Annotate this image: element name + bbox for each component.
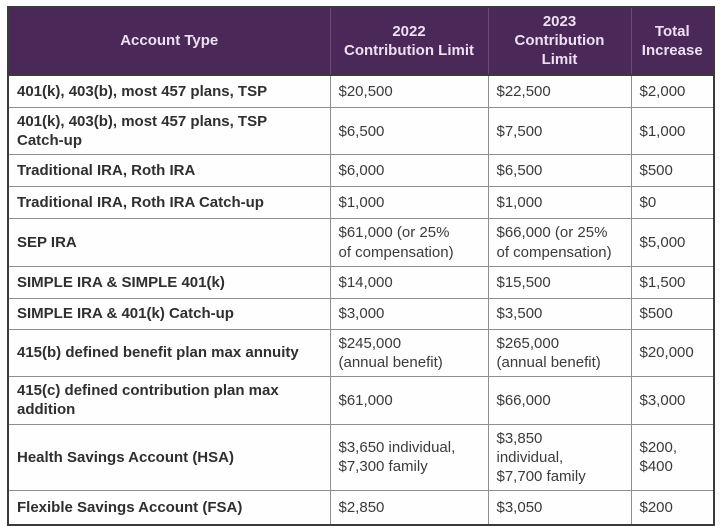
account-type-cell: SIMPLE IRA & 401(k) Catch-up (7, 297, 331, 330)
limit-2023-cell: $7,500 (487, 107, 632, 156)
column-header-limit-2023: 2023 Contribution Limit (487, 6, 632, 76)
table-row: SEP IRA $61,000 (or 25% of compensation) $… (7, 218, 715, 267)
account-type-cell: Flexible Savings Account (FSA) (7, 490, 331, 526)
limit-2023-cell: $15,500 (487, 265, 632, 299)
account-type-cell: 415(b) defined benefit plan max annuity (7, 328, 331, 378)
limit-2022-cell: $14,000 (329, 265, 489, 299)
table-body: 401(k), 403(b), most 457 plans, TSP $20,5… (7, 74, 715, 526)
limit-2022-cell: $3,650 individual, $7,300 family (329, 423, 489, 492)
table-header: Account Type 2022 Contribution Limit 2023 … (7, 6, 715, 76)
limit-2023-cell: $3,050 (487, 490, 632, 526)
total-increase-cell: $3,000 (630, 376, 715, 425)
total-increase-cell: $500 (630, 297, 715, 330)
table-row: Flexible Savings Account (FSA) $2,850 $3,0… (7, 490, 715, 526)
table-row: 401(k), 403(b), most 457 plans, TSP $20,5… (7, 74, 715, 109)
column-header-limit-2022: 2022 Contribution Limit (329, 6, 489, 76)
limit-2023-cell: $3,500 (487, 297, 632, 330)
total-increase-cell: $0 (630, 186, 715, 220)
limit-2022-cell: $3,000 (329, 297, 489, 330)
account-type-cell: SIMPLE IRA & SIMPLE 401(k) (7, 265, 331, 299)
account-type-cell: 401(k), 403(b), most 457 plans, TSP Catc… (7, 107, 331, 156)
column-header-total-increase: Total Increase (630, 6, 715, 76)
account-type-cell: 415(c) defined contribution plan max add… (7, 376, 331, 425)
total-increase-cell: $5,000 (630, 218, 715, 267)
limit-2022-cell: $61,000 (or 25% of compensation) (329, 218, 489, 267)
limit-2022-cell: $6,000 (329, 154, 489, 188)
limit-2022-cell: $61,000 (329, 376, 489, 425)
total-increase-cell: $200, $400 (630, 423, 715, 492)
table-row: 415(c) defined contribution plan max add… (7, 376, 715, 425)
limit-2023-cell: $265,000 (annual benefit) (487, 328, 632, 378)
limit-2023-cell: $6,500 (487, 154, 632, 188)
total-increase-cell: $1,000 (630, 107, 715, 156)
header-row: Account Type 2022 Contribution Limit 2023 … (7, 6, 715, 76)
total-increase-cell: $20,000 (630, 328, 715, 378)
account-type-cell: Traditional IRA, Roth IRA (7, 154, 331, 188)
limit-2023-cell: $3,850 individual, $7,700 family (487, 423, 632, 492)
limit-2023-cell: $1,000 (487, 186, 632, 220)
limit-2023-cell: $66,000 (or 25% of compensation) (487, 218, 632, 267)
page: Account Type 2022 Contribution Limit 2023 … (7, 6, 715, 526)
table-row: Traditional IRA, Roth IRA $6,000 $6,500 $50… (7, 154, 715, 188)
total-increase-cell: $500 (630, 154, 715, 188)
limit-2022-cell: $2,850 (329, 490, 489, 526)
limit-2022-cell: $6,500 (329, 107, 489, 156)
column-header-account-type: Account Type (7, 6, 331, 76)
table-row: SIMPLE IRA & 401(k) Catch-up $3,000 $3,500… (7, 297, 715, 330)
limit-2022-cell: $1,000 (329, 186, 489, 220)
table-row: Traditional IRA, Roth IRA Catch-up $1,000… (7, 186, 715, 220)
limit-2022-cell: $245,000 (annual benefit) (329, 328, 489, 378)
table-row: Health Savings Account (HSA) $3,650 indiv… (7, 423, 715, 492)
account-type-cell: SEP IRA (7, 218, 331, 267)
limit-2023-cell: $66,000 (487, 376, 632, 425)
limit-2023-cell: $22,500 (487, 74, 632, 109)
table-row: 401(k), 403(b), most 457 plans, TSP Catc… (7, 107, 715, 156)
total-increase-cell: $1,500 (630, 265, 715, 299)
total-increase-cell: $2,000 (630, 74, 715, 109)
table-row: SIMPLE IRA & SIMPLE 401(k) $14,000 $15,500… (7, 265, 715, 299)
total-increase-cell: $200 (630, 490, 715, 526)
account-type-cell: Health Savings Account (HSA) (7, 423, 331, 492)
contribution-limits-table: Account Type 2022 Contribution Limit 2023 … (7, 6, 715, 526)
account-type-cell: 401(k), 403(b), most 457 plans, TSP (7, 74, 331, 109)
account-type-cell: Traditional IRA, Roth IRA Catch-up (7, 186, 331, 220)
limit-2022-cell: $20,500 (329, 74, 489, 109)
table-row: 415(b) defined benefit plan max annuity $… (7, 328, 715, 378)
